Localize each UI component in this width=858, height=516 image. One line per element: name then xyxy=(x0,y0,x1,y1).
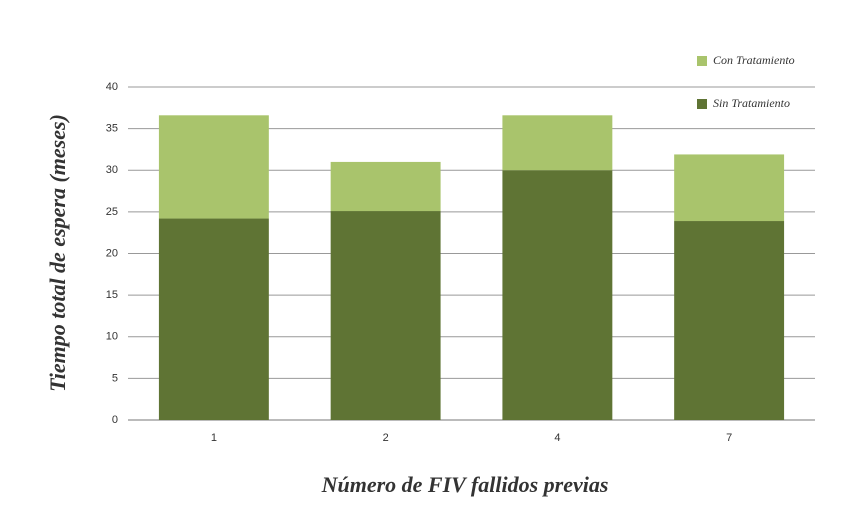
x-tick-label: 4 xyxy=(554,432,560,444)
legend-swatch xyxy=(697,56,707,66)
y-tick-label: 15 xyxy=(106,289,118,301)
x-tick-label: 7 xyxy=(726,432,732,444)
x-tick-label: 2 xyxy=(383,432,389,444)
y-tick-label: 0 xyxy=(112,414,118,426)
x-tick-label: 1 xyxy=(211,432,217,444)
y-axis-label: Tiempo total de espera (meses) xyxy=(45,114,70,392)
bar-segment xyxy=(330,161,441,212)
legend-swatch xyxy=(697,99,707,109)
y-tick-label: 30 xyxy=(106,164,118,176)
bar-segment xyxy=(158,218,269,420)
y-tick-label: 40 xyxy=(106,81,118,93)
y-tick-label: 20 xyxy=(106,247,118,259)
y-tick-label: 35 xyxy=(106,123,118,135)
bar-segment xyxy=(330,211,441,420)
y-tick-label: 10 xyxy=(106,331,118,343)
bar-segment xyxy=(674,221,785,420)
x-axis-label: Número de FIV fallidos previas xyxy=(321,472,609,497)
y-tick-label: 5 xyxy=(112,372,118,384)
bar-segment xyxy=(502,170,613,420)
bar-segment xyxy=(502,115,613,171)
y-tick-label: 25 xyxy=(106,206,118,218)
legend-label: Sin Tratamiento xyxy=(713,96,790,110)
legend-label: Con Tratamiento xyxy=(713,53,795,67)
bar-segment xyxy=(158,115,269,219)
bar-segment xyxy=(674,154,785,222)
